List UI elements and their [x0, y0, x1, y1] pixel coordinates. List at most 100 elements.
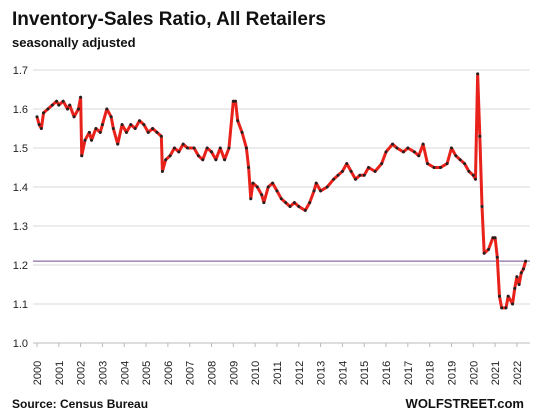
data-point: [288, 205, 292, 208]
data-point: [319, 189, 323, 193]
data-point: [205, 146, 209, 150]
y-tick-label: 1.5: [13, 143, 28, 155]
data-point: [251, 181, 255, 185]
data-point: [249, 197, 253, 201]
data-point: [314, 181, 318, 185]
data-point: [172, 146, 176, 150]
data-point: [234, 99, 238, 103]
data-point: [406, 146, 410, 150]
data-point: [511, 302, 515, 306]
data-point: [160, 169, 164, 173]
x-tick-label: 2004: [119, 361, 131, 385]
data-point: [155, 130, 159, 134]
x-tick-label: 2008: [207, 361, 219, 385]
data-point: [467, 169, 471, 173]
data-point: [454, 154, 458, 158]
chart-subtitle: seasonally adjusted: [12, 35, 136, 50]
x-tick-label: 2000: [32, 361, 44, 385]
data-point: [192, 146, 196, 150]
y-tick-label: 1.6: [13, 104, 28, 116]
data-point: [247, 166, 251, 169]
y-tick-label: 1.2: [13, 260, 28, 272]
data-point: [345, 162, 349, 166]
data-point: [391, 142, 395, 146]
data-point: [367, 166, 371, 169]
x-tick-label: 2003: [97, 361, 109, 385]
data-point: [79, 95, 83, 99]
data-point: [129, 123, 133, 127]
x-tick-label: 2015: [359, 361, 371, 385]
data-point: [146, 130, 150, 134]
data-point: [120, 123, 124, 127]
data-point: [87, 130, 91, 134]
data-point: [373, 169, 377, 173]
data-point: [42, 111, 46, 115]
data-point: [425, 162, 429, 166]
x-tick-label: 2007: [185, 361, 197, 385]
x-tick-label: 2022: [512, 361, 524, 385]
data-point: [401, 150, 405, 154]
y-tick-label: 1.3: [13, 221, 28, 233]
data-point: [223, 158, 227, 162]
data-point: [236, 119, 240, 123]
data-point: [266, 185, 270, 189]
data-point: [504, 306, 508, 310]
data-point: [500, 306, 504, 310]
data-point: [506, 294, 510, 298]
data-point: [439, 166, 443, 169]
data-point: [181, 142, 185, 146]
data-point: [37, 123, 41, 127]
data-point: [262, 201, 266, 205]
data-point: [519, 271, 523, 275]
data-point: [111, 127, 115, 130]
data-point: [445, 162, 449, 166]
data-point: [231, 99, 235, 103]
data-point: [471, 173, 475, 177]
data-point: [279, 197, 283, 201]
x-tick-label: 2005: [141, 361, 153, 385]
x-tick-label: 2019: [446, 361, 458, 385]
data-point: [100, 123, 104, 127]
data-point: [55, 99, 59, 103]
data-point: [493, 236, 497, 240]
x-tick-label: 2021: [490, 361, 502, 385]
data-point: [487, 247, 491, 251]
data-point: [124, 130, 128, 134]
data-point: [68, 103, 72, 107]
data-point: [57, 103, 61, 107]
chart-title: Inventory-Sales Ratio, All Retailers: [12, 9, 326, 30]
data-point: [218, 146, 222, 150]
data-point: [260, 193, 264, 197]
data-point: [497, 294, 501, 298]
data-point: [303, 208, 307, 212]
data-point: [76, 107, 80, 111]
data-point: [515, 275, 519, 279]
data-point: [72, 115, 76, 119]
data-point: [432, 166, 436, 169]
data-point: [227, 146, 231, 150]
x-tick-label: 2017: [403, 361, 415, 385]
data-point: [312, 189, 316, 193]
data-point: [255, 185, 259, 189]
data-point: [196, 154, 200, 158]
data-point: [297, 205, 301, 208]
data-point: [168, 154, 172, 158]
data-point: [336, 173, 340, 177]
source: Source: Census Bureau: [12, 397, 148, 411]
brand: WOLFSTREET.com: [406, 396, 524, 411]
data-point: [417, 154, 421, 158]
y-tick-label: 1.0: [13, 338, 28, 350]
data-point: [395, 146, 399, 150]
data-point: [480, 205, 484, 208]
data-point: [210, 150, 214, 154]
data-point: [240, 130, 244, 134]
x-tick-label: 2012: [294, 361, 306, 385]
data-point: [159, 134, 163, 138]
data-point: [325, 185, 329, 189]
data-point: [478, 134, 482, 138]
data-point: [412, 150, 416, 154]
data-point: [151, 127, 155, 130]
data-point: [353, 177, 357, 181]
data-point: [142, 123, 146, 127]
